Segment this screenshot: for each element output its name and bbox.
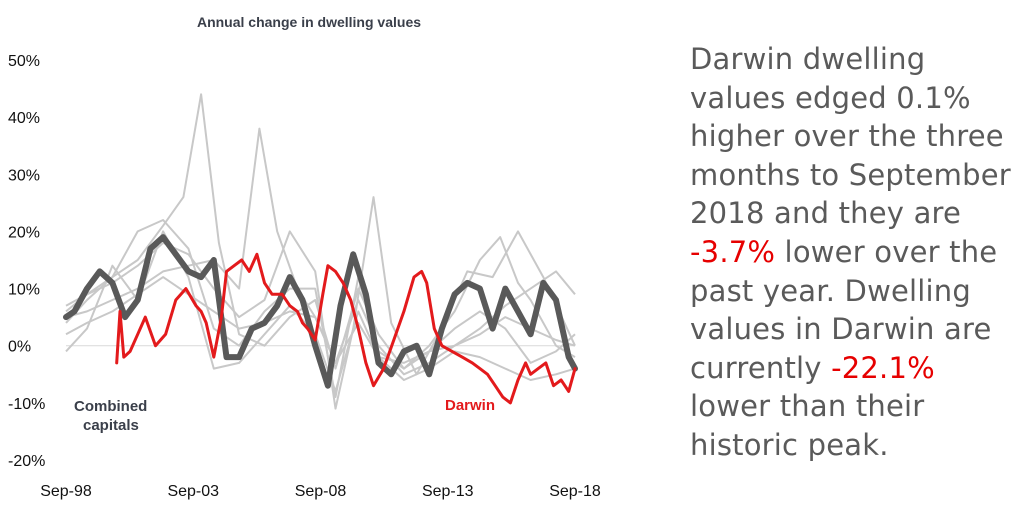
y-tick-label: 50% xyxy=(8,53,40,70)
peak-change-figure: -22.1% xyxy=(831,350,935,385)
x-tick-label: Sep-18 xyxy=(549,483,601,500)
combined-capitals-line xyxy=(63,234,578,389)
darwin-label: Darwin xyxy=(445,397,495,414)
y-tick-label: -20% xyxy=(8,453,45,470)
combined-capitals-label: Combined capitals xyxy=(74,398,147,434)
capital-city-line xyxy=(65,230,576,393)
capital-city-line xyxy=(65,93,576,370)
x-axis-ticks: Sep-98 Sep-03 Sep-08 Sep-13 Sep-18 xyxy=(40,483,601,500)
y-tick-label: 0% xyxy=(8,339,31,356)
x-tick-label: Sep-98 xyxy=(40,483,92,500)
commentary-part-3: lower than their historic peak. xyxy=(690,389,925,462)
chart-title: Annual change in dwelling values xyxy=(197,14,421,30)
line-chart: Annual change in dwelling values -20% -10… xyxy=(8,14,601,500)
x-tick-label: Sep-03 xyxy=(167,483,219,500)
y-tick-label: 20% xyxy=(8,224,40,241)
commentary-text: Darwin dwelling values edged 0.1% higher… xyxy=(690,40,1020,465)
y-tick-label: 40% xyxy=(8,110,40,127)
commentary-part-1: Darwin dwelling values edged 0.1% higher… xyxy=(690,42,1011,231)
annual-change-figure: -3.7% xyxy=(690,234,776,269)
y-axis-ticks: -20% -10% 0% 10% 20% 30% 40% 50% xyxy=(8,53,45,470)
darwin-line xyxy=(115,252,577,405)
capital-city-line xyxy=(65,127,576,376)
x-tick-label: Sep-08 xyxy=(295,483,347,500)
y-tick-label: 30% xyxy=(8,167,40,184)
y-tick-label: 10% xyxy=(8,282,40,299)
x-tick-label: Sep-13 xyxy=(422,483,474,500)
y-tick-label: -10% xyxy=(8,396,45,413)
commentary-part-2: lower over the past year. Dwelling value… xyxy=(690,234,998,385)
